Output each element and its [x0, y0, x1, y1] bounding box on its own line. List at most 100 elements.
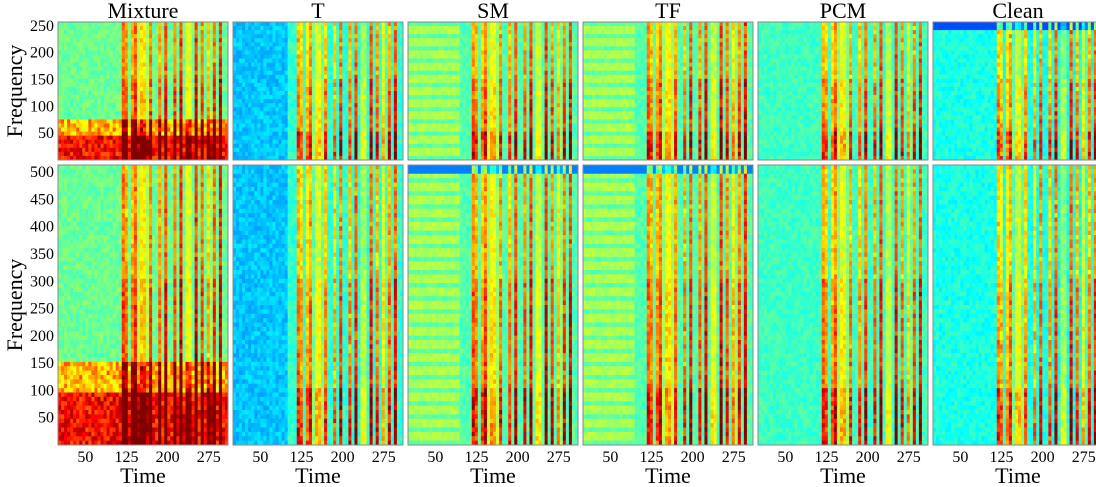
heatmap-cell — [204, 75, 207, 79]
heatmap-cell — [143, 46, 146, 50]
heatmap-cell — [204, 63, 207, 67]
heatmap-cell — [213, 63, 216, 67]
heatmap-cell — [189, 34, 192, 38]
heatmap-cell — [189, 38, 192, 42]
heatmap-cell — [64, 103, 67, 107]
heatmap-cell — [113, 30, 116, 34]
heatmap-cell — [164, 87, 167, 91]
heatmap-cell — [85, 42, 88, 46]
heatmap-cell — [146, 103, 149, 107]
heatmap-cell — [97, 34, 100, 38]
heatmap-cell — [134, 99, 137, 103]
heatmap-cell — [131, 30, 134, 34]
heatmap-cell — [164, 71, 167, 75]
heatmap-cell — [173, 38, 176, 42]
heatmap-cell — [189, 22, 192, 26]
heatmap-cell — [192, 50, 195, 54]
heatmap-cell — [170, 99, 173, 103]
heatmap-cell — [134, 26, 137, 30]
heatmap-cell — [170, 67, 173, 71]
heatmap-cell — [113, 34, 116, 38]
heatmap-cell — [176, 103, 179, 107]
heatmap-cell — [134, 91, 137, 95]
heatmap-cell — [79, 22, 82, 26]
heatmap-cell — [67, 111, 70, 115]
heatmap-cell — [122, 71, 125, 75]
heatmap-cell — [201, 26, 204, 30]
heatmap-cell — [170, 50, 173, 54]
heatmap-cell — [70, 91, 73, 95]
heatmap-cell — [216, 95, 219, 99]
heatmap-cell — [97, 67, 100, 71]
heatmap-cell — [222, 34, 225, 38]
heatmap-cell — [61, 30, 64, 34]
heatmap-cell — [119, 111, 122, 115]
heatmap-cell — [146, 99, 149, 103]
heatmap-cell — [101, 91, 104, 95]
heatmap-cell — [110, 107, 113, 111]
heatmap-cell — [67, 42, 70, 46]
heatmap-cell — [88, 95, 91, 99]
heatmap-cell — [82, 103, 85, 107]
heatmap-cell — [61, 26, 64, 30]
heatmap-cell — [216, 79, 219, 83]
heatmap-cell — [146, 79, 149, 83]
heatmap-cell — [213, 42, 216, 46]
heatmap-cell — [182, 111, 185, 115]
heatmap-cell — [94, 67, 97, 71]
heatmap-cell — [186, 111, 189, 115]
heatmap-cell — [198, 87, 201, 91]
heatmap-cell — [85, 30, 88, 34]
heatmap-cell — [67, 79, 70, 83]
heatmap-cell — [189, 26, 192, 30]
heatmap-cell — [64, 71, 67, 75]
heatmap-cell — [179, 67, 182, 71]
heatmap-cell — [125, 54, 128, 58]
heatmap-cell — [137, 83, 140, 87]
heatmap-cell — [76, 99, 79, 103]
heatmap-cell — [179, 38, 182, 42]
heatmap-cell — [155, 79, 158, 83]
heatmap-cell — [64, 95, 67, 99]
heatmap-cell — [186, 103, 189, 107]
heatmap-cell — [170, 111, 173, 115]
heatmap-cell — [104, 99, 107, 103]
heatmap-cell — [201, 103, 204, 107]
heatmap-cell — [179, 63, 182, 67]
heatmap-cell — [76, 111, 79, 115]
heatmap-cell — [61, 59, 64, 63]
heatmap-cell — [152, 63, 155, 67]
heatmap-cell — [58, 50, 61, 54]
heatmap-cell — [125, 67, 128, 71]
heatmap-cell — [104, 67, 107, 71]
heatmap-cell — [158, 42, 161, 46]
heatmap-cell — [131, 50, 134, 54]
heatmap-cell — [88, 42, 91, 46]
heatmap-cell — [94, 46, 97, 50]
heatmap-cell — [101, 50, 104, 54]
heatmap-cell — [94, 54, 97, 58]
heatmap-cell — [210, 26, 213, 30]
heatmap-cell — [67, 67, 70, 71]
heatmap-cell — [79, 38, 82, 42]
heatmap-cell — [176, 75, 179, 79]
heatmap-cell — [195, 46, 198, 50]
heatmap-cell — [91, 67, 94, 71]
heatmap-cell — [76, 34, 79, 38]
heatmap-cell — [201, 67, 204, 71]
heatmap-cell — [85, 79, 88, 83]
heatmap-cell — [97, 63, 100, 67]
heatmap-cell — [164, 67, 167, 71]
heatmap-cell — [107, 59, 110, 63]
heatmap-cell — [116, 87, 119, 91]
heatmap-cell — [104, 50, 107, 54]
heatmap-cell — [107, 34, 110, 38]
heatmap-cell — [173, 103, 176, 107]
heatmap-cell — [101, 79, 104, 83]
heatmap-cell — [152, 46, 155, 50]
heatmap-cell — [170, 59, 173, 63]
heatmap-cell — [222, 75, 225, 79]
heatmap-cell — [149, 38, 152, 42]
heatmap-cell — [116, 67, 119, 71]
heatmap-cell — [201, 83, 204, 87]
